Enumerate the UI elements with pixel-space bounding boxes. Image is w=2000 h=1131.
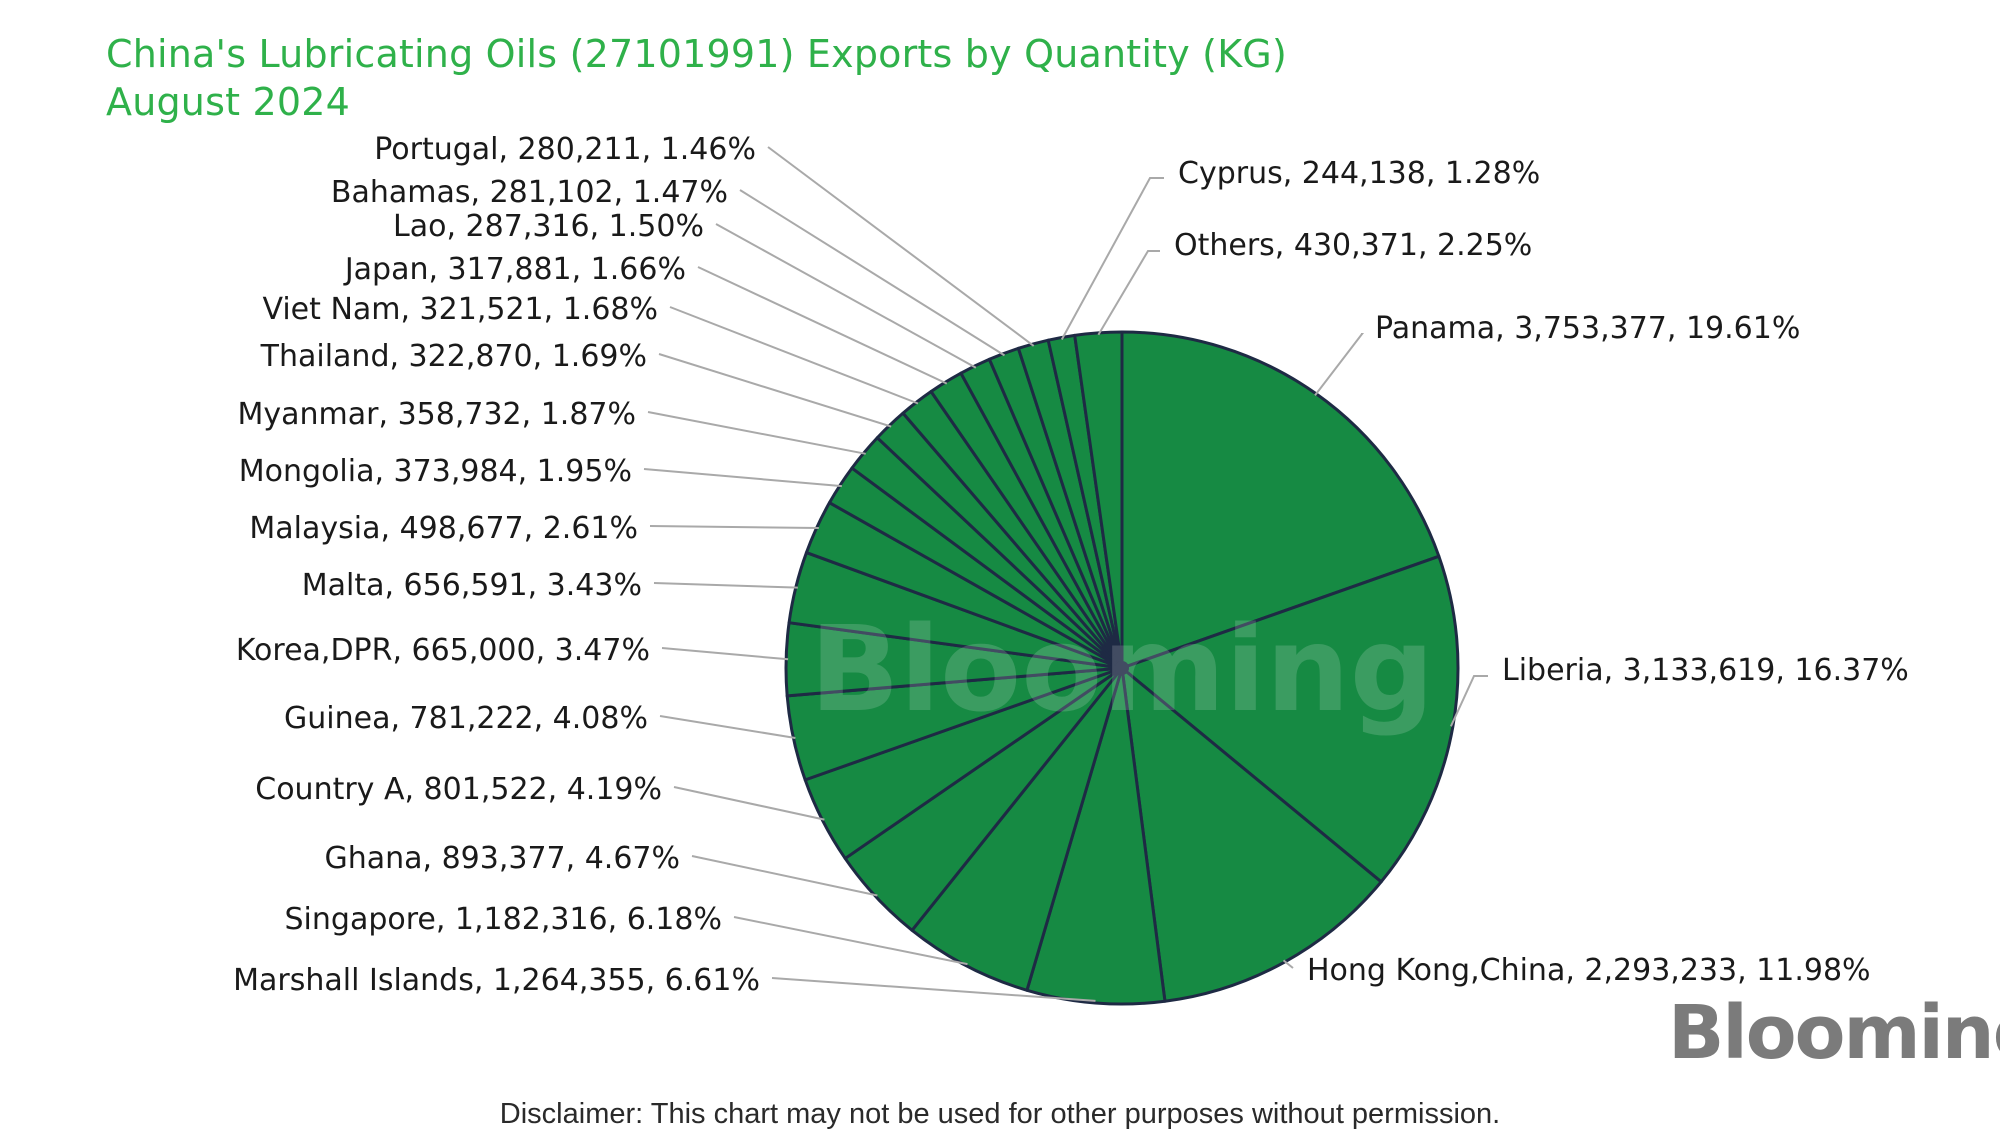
slice-label-japan: Japan, 317,881, 1.66% bbox=[343, 252, 686, 287]
leader-line-country-a bbox=[673, 786, 825, 821]
leader-line-myanmar bbox=[647, 411, 866, 455]
leader-line-ghana bbox=[691, 855, 878, 897]
pie-slice-others bbox=[1073, 330, 1124, 670]
slice-label-mongolia: Mongolia, 373,984, 1.95% bbox=[239, 454, 632, 489]
slice-label-korea-dpr: Korea,DPR, 665,000, 3.47% bbox=[236, 633, 650, 668]
leader-line-cyprus bbox=[1060, 177, 1164, 340]
slice-label-ghana: Ghana, 893,377, 4.67% bbox=[324, 841, 680, 876]
chart-title-line-2: August 2024 bbox=[106, 80, 350, 124]
leader-line-singapore bbox=[733, 916, 968, 966]
leader-line-mongolia bbox=[643, 468, 842, 488]
slice-label-panama: Panama, 3,753,377, 19.61% bbox=[1375, 311, 1800, 346]
pie-center bbox=[1115, 661, 1129, 675]
slice-label-lao: Lao, 287,316, 1.50% bbox=[393, 209, 704, 244]
blooming-logo: Blooming bbox=[1668, 990, 2000, 1076]
leader-line-liberia bbox=[1449, 675, 1488, 727]
slice-labels: Panama, 3,753,377, 19.61% Liberia, 3,133,… bbox=[233, 132, 1909, 998]
leader-line-guinea bbox=[659, 715, 796, 739]
slice-label-liberia: Liberia, 3,133,619, 16.37% bbox=[1502, 653, 1909, 688]
watermark-text: Blooming bbox=[810, 600, 1434, 738]
leader-line-hong-kong-china bbox=[1282, 959, 1294, 969]
slice-label-portugal: Portugal, 280,211, 1.46% bbox=[374, 132, 756, 167]
leader-line-viet-nam bbox=[669, 306, 919, 405]
leader-line-japan bbox=[697, 266, 948, 385]
leader-line-lao bbox=[715, 223, 977, 369]
chart-title-line-1: China's Lubricating Oils (27101991) Expo… bbox=[106, 32, 1287, 76]
slice-label-thailand: Thailand, 322,870, 1.69% bbox=[260, 339, 647, 374]
leader-line-others bbox=[1097, 250, 1160, 336]
slice-label-myanmar: Myanmar, 358,732, 1.87% bbox=[238, 397, 636, 432]
leader-line-malta bbox=[653, 582, 798, 589]
slice-label-country-a: Country A, 801,522, 4.19% bbox=[255, 772, 662, 807]
pie-slice-marshall-islands bbox=[1025, 666, 1167, 1006]
leader-line-marshall-islands bbox=[771, 977, 1096, 1002]
slice-label-hong-kong-china: Hong Kong,China, 2,293,233, 11.98% bbox=[1307, 953, 1871, 988]
leader-lines bbox=[643, 146, 1488, 1002]
pie-slice-singapore bbox=[910, 666, 1124, 992]
leader-line-bahamas bbox=[739, 189, 1006, 357]
slice-label-singapore: Singapore, 1,182,316, 6.18% bbox=[285, 902, 722, 937]
slice-label-malaysia: Malaysia, 498,677, 2.61% bbox=[249, 511, 638, 546]
leader-line-thailand bbox=[658, 353, 892, 428]
slice-label-others: Others, 430,371, 2.25% bbox=[1174, 228, 1532, 263]
slice-label-marshall-islands: Marshall Islands, 1,264,355, 6.61% bbox=[233, 963, 760, 998]
leader-line-korea-dpr bbox=[661, 647, 789, 661]
disclaimer-text: Disclaimer: This chart may not be used f… bbox=[499, 1098, 1501, 1130]
leader-line-panama bbox=[1314, 333, 1365, 397]
slice-label-bahamas: Bahamas, 281,102, 1.47% bbox=[331, 175, 728, 210]
slice-label-viet-nam: Viet Nam, 321,521, 1.68% bbox=[262, 292, 658, 327]
leader-line-malaysia bbox=[649, 525, 819, 529]
leader-line-portugal bbox=[767, 146, 1035, 347]
slice-label-malta: Malta, 656,591, 3.43% bbox=[302, 568, 642, 603]
pie-slice-liberia bbox=[1120, 554, 1460, 884]
slice-label-cyprus: Cyprus, 244,138, 1.28% bbox=[1178, 156, 1540, 191]
slice-label-guinea: Guinea, 781,222, 4.08% bbox=[284, 701, 648, 736]
